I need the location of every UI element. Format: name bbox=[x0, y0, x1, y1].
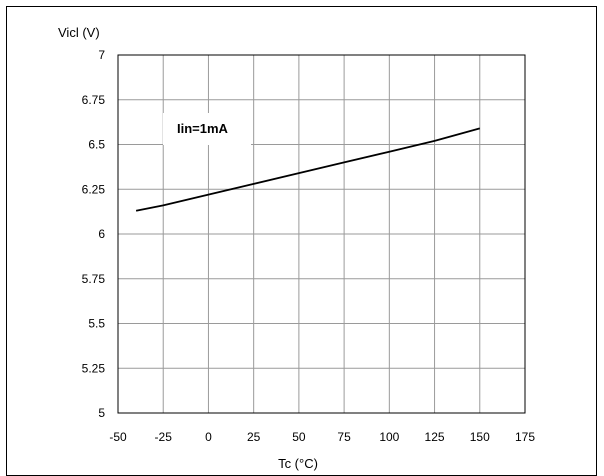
y-tick-label: 7 bbox=[98, 48, 105, 62]
y-tick-label: 5 bbox=[98, 406, 105, 420]
plot-area bbox=[117, 54, 526, 414]
y-tick-label: 6.25 bbox=[82, 182, 106, 196]
x-tick-label: 50 bbox=[292, 430, 306, 444]
series-group bbox=[135, 127, 481, 212]
y-tick-label: 6 bbox=[98, 227, 105, 241]
x-ticks: -50 -25 0 25 50 75 100 125 150 175 bbox=[109, 430, 535, 444]
x-tick-label: 0 bbox=[205, 430, 212, 444]
x-tick-label: -50 bbox=[109, 430, 127, 444]
y-tick-label: 5.5 bbox=[88, 317, 105, 331]
y-ticks: 5 5.25 5.5 5.75 6 6.25 6.5 6.75 7 bbox=[82, 48, 106, 420]
y-tick-label: 6.5 bbox=[88, 138, 105, 152]
y-axis-title: Vicl (V) bbox=[58, 25, 100, 40]
x-tick-label: 125 bbox=[425, 430, 445, 444]
y-tick-label: 5.25 bbox=[82, 361, 106, 375]
x-axis-title: Tc (°C) bbox=[278, 456, 318, 471]
x-tick-label: 100 bbox=[379, 430, 399, 444]
x-tick-label: -25 bbox=[155, 430, 173, 444]
y-tick-label: 5.75 bbox=[82, 272, 106, 286]
x-tick-label: 75 bbox=[337, 430, 351, 444]
y-tick-label: 6.75 bbox=[82, 93, 106, 107]
annotation-label: Iin=1mA bbox=[177, 121, 229, 136]
x-tick-label: 150 bbox=[470, 430, 490, 444]
x-tick-label: 175 bbox=[515, 430, 535, 444]
x-tick-label: 25 bbox=[247, 430, 261, 444]
annotation-background bbox=[163, 113, 251, 145]
chart-frame bbox=[6, 6, 597, 476]
grid bbox=[118, 55, 525, 413]
series-line bbox=[135, 127, 481, 212]
